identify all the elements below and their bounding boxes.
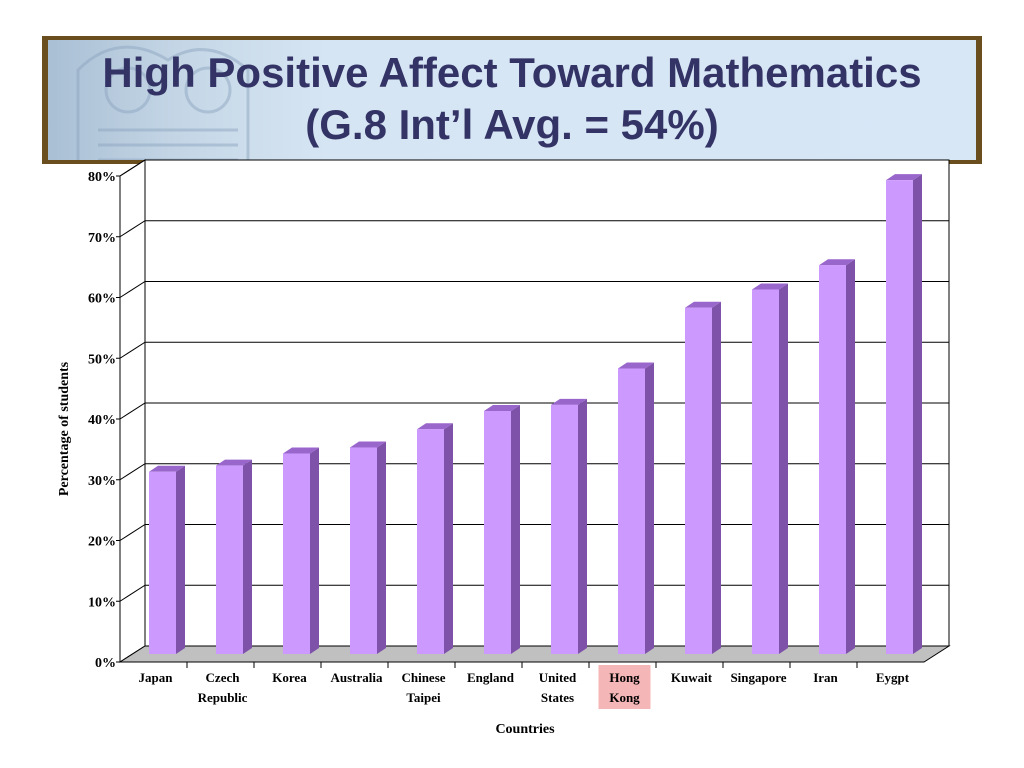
bar-top [216,459,252,466]
bar-side [310,447,319,654]
x-tick-label: Eygpt [876,670,910,685]
bar [149,471,176,654]
x-tick-label: Japan [139,670,174,685]
x-tick-label: States [541,690,574,705]
bar [350,447,377,654]
bar [216,465,243,654]
x-tick-label: Kuwait [671,670,713,685]
gridline [119,524,949,541]
x-tick-label: Chinese [401,670,445,685]
bar [417,429,444,654]
x-tick-label: Republic [198,690,248,705]
bar [685,307,712,654]
bar-top [484,405,520,411]
x-tick-label: Hong [609,670,640,685]
bar-side [913,174,922,654]
title-banner: High Positive Affect Toward Mathematics … [42,36,982,164]
banner-background: High Positive Affect Toward Mathematics … [48,40,976,160]
bar-side [511,405,520,654]
y-tick-label: 0% [95,656,116,671]
bar-top [819,259,855,266]
bar-top [350,441,386,448]
bar-side [712,301,721,654]
bar-top [283,447,319,454]
bar-side [377,441,386,654]
bar-top [685,301,721,308]
bar [618,368,645,654]
y-tick-label: 30% [88,474,116,489]
x-tick-label: Singapore [730,670,786,685]
bar-side [846,259,855,654]
bar [551,404,578,654]
x-tick-label: Australia [331,670,384,685]
bar-top [752,283,788,290]
bar [484,411,511,654]
bar-side [645,362,654,654]
bar [752,289,779,654]
bar-side [243,459,252,654]
x-tick-label: Iran [813,670,838,685]
gridline [119,159,949,177]
gridline [119,220,949,238]
column-decoration [76,45,250,160]
x-tick-label: England [467,670,515,685]
bar-side [578,398,587,654]
gridline [119,281,949,298]
bar [886,180,913,654]
x-axis-title: Countries [495,722,555,737]
x-tick-label: Kong [609,690,640,705]
bar-top [417,423,453,430]
y-tick-label: 60% [88,292,116,307]
gridline [119,584,949,602]
bar-top [551,398,587,405]
y-tick-label: 20% [88,535,116,550]
bar [819,265,846,654]
y-tick-label: 70% [88,231,116,246]
x-tick-label: Taipei [406,690,441,705]
x-tick-label: Czech [206,670,241,685]
bar-side [176,465,185,654]
bar-top [149,465,185,472]
y-tick-label: 10% [88,595,116,610]
y-tick-label: 50% [88,352,116,367]
gridline [119,341,949,359]
y-tick-label: 80% [88,170,116,185]
y-tick-label: 40% [88,413,116,428]
bar-side [444,423,453,654]
x-tick-label: United [539,670,577,685]
gridline [119,463,949,481]
bar [283,453,310,654]
chart-title-line1: High Positive Affect Toward Mathematics [102,49,922,96]
gridline [119,402,949,420]
y-axis-title: Percentage of students [57,361,72,496]
bar-side [779,283,788,654]
highlight-label-background [598,665,651,709]
bar-top [618,362,654,369]
x-tick-label: Korea [272,670,307,685]
chart-title-line2: (G.8 Int’l Avg. = 54%) [305,101,719,148]
bar-top [886,174,922,181]
